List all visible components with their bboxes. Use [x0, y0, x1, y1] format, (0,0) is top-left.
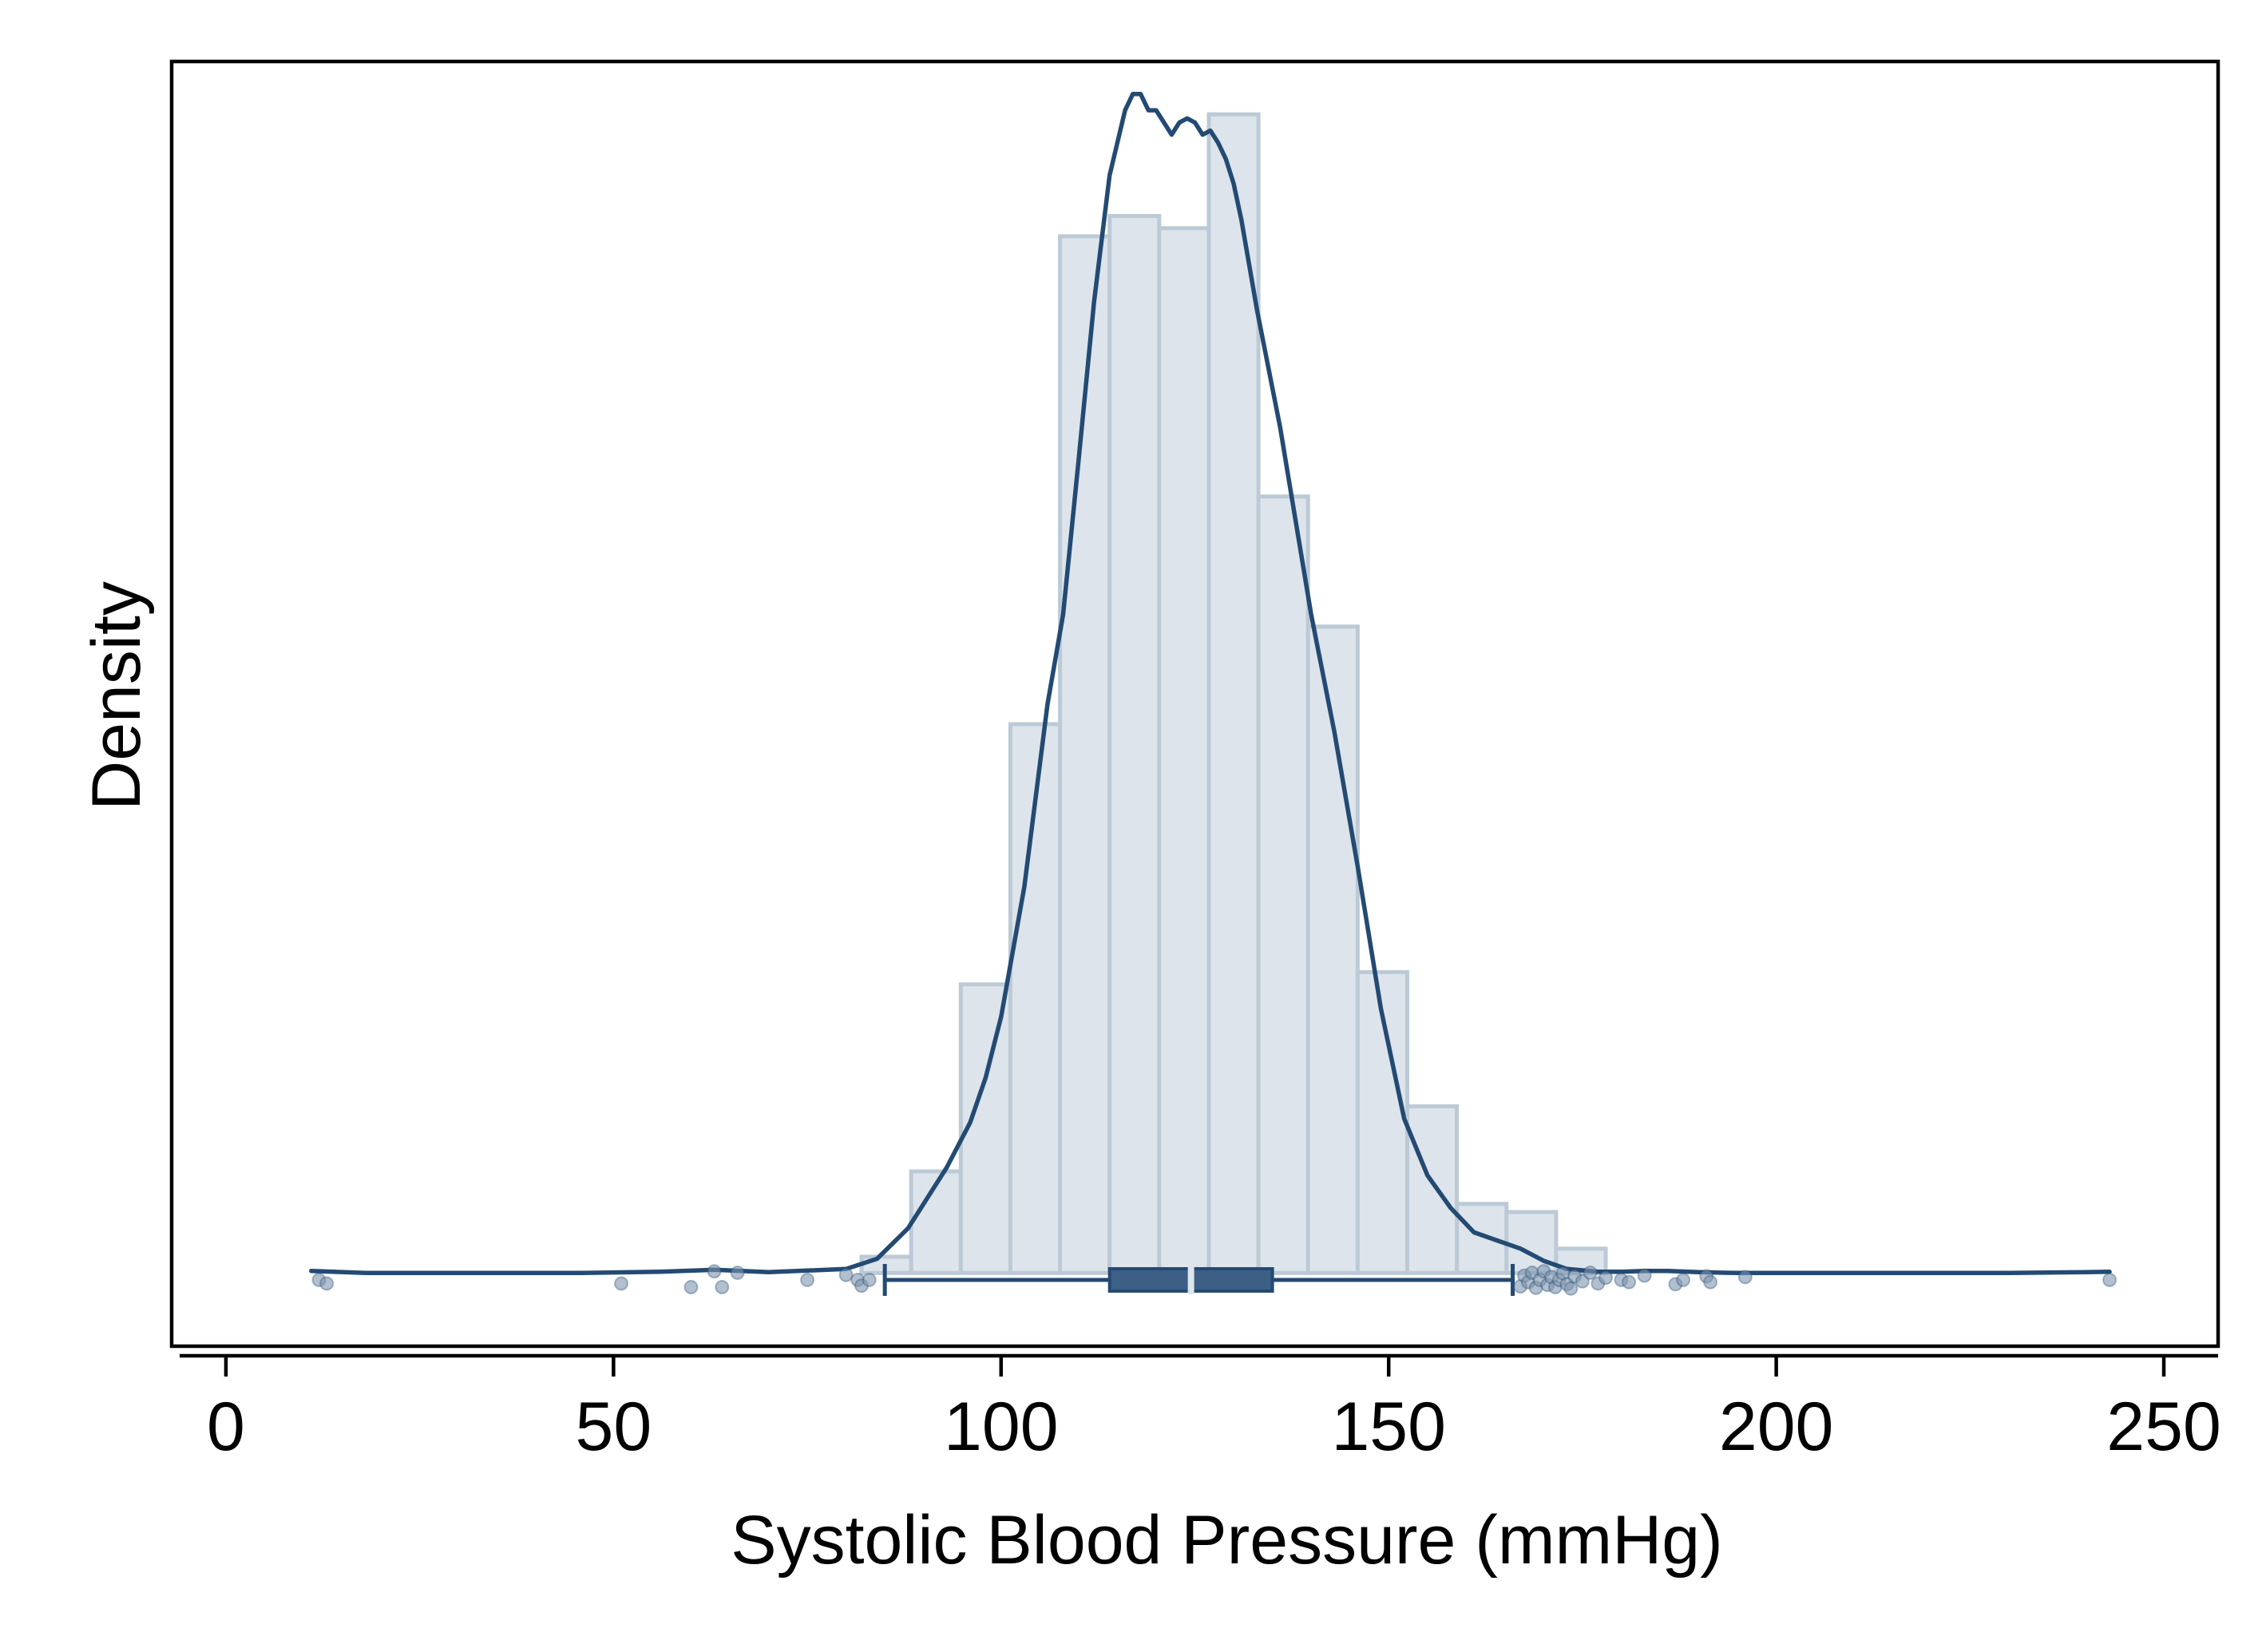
outlier-point-27 [1575, 1274, 1590, 1289]
outlier-point-37 [1703, 1274, 1718, 1290]
histogram-bar-4 [1058, 234, 1112, 1275]
outlier-point-30 [1598, 1270, 1614, 1286]
outlier-point-8 [838, 1267, 854, 1282]
plot-frame [169, 59, 2220, 1349]
x-tick-label-50: 50 [576, 1389, 652, 1465]
histogram-bar-6 [1157, 226, 1211, 1275]
x-axis: 0 50 100 150 200 250 [180, 1353, 2221, 1465]
x-tick-label-200: 200 [1719, 1389, 1834, 1465]
x-tick-label-100: 100 [944, 1389, 1059, 1465]
histogram-bar-8 [1256, 494, 1310, 1275]
outlier-point-2 [614, 1276, 629, 1291]
outlier-point-11 [862, 1273, 877, 1287]
outlier-points [311, 1264, 2117, 1296]
outlier-point-25 [1563, 1281, 1579, 1296]
outlier-point-4 [707, 1264, 722, 1279]
density-curve-layer [309, 91, 2112, 1276]
outlier-point-3 [683, 1280, 699, 1294]
outlier-point-38 [1737, 1270, 1753, 1285]
histogram-bar-11 [1405, 1104, 1460, 1275]
outlier-point-28 [1583, 1266, 1598, 1280]
histogram-bar-12 [1455, 1202, 1509, 1275]
histogram-bar-5 [1107, 213, 1162, 1275]
x-axis-label: Systolic Blood Pressure (mmHg) [731, 1502, 1723, 1579]
outlier-point-7 [800, 1273, 815, 1287]
outlier-point-6 [730, 1266, 745, 1280]
histogram-bar-9 [1305, 624, 1360, 1275]
boxplot-layer [882, 1264, 1515, 1296]
outlier-point-32 [1622, 1274, 1637, 1290]
x-tick-label-250: 250 [2106, 1389, 2221, 1465]
density-curve [309, 91, 2112, 1276]
outlier-point-1 [319, 1276, 335, 1291]
x-tick-label-150: 150 [1331, 1389, 1446, 1465]
y-axis-label: Density [78, 581, 155, 810]
outlier-point-39 [2102, 1273, 2117, 1287]
histogram-bars [859, 112, 1608, 1275]
outlier-point-35 [1676, 1273, 1691, 1287]
outlier-point-33 [1637, 1268, 1652, 1283]
outlier-point-5 [715, 1280, 730, 1294]
x-tick-label-0: 0 [207, 1389, 245, 1465]
